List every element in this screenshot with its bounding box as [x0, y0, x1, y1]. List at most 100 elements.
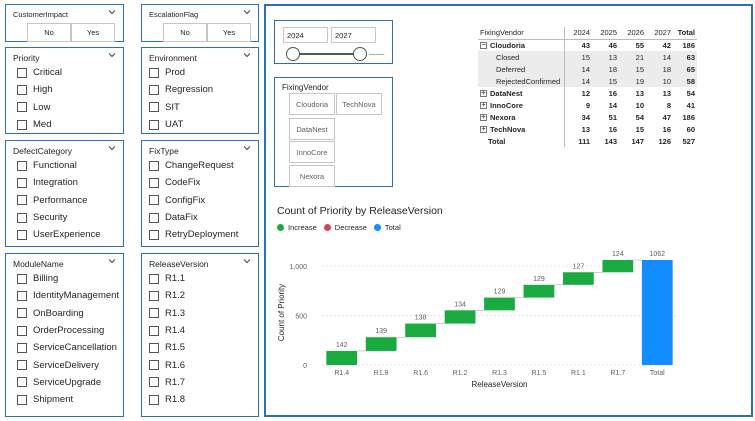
slicer-item[interactable]: Performance — [17, 192, 101, 209]
checkbox[interactable] — [149, 119, 159, 130]
checkbox[interactable] — [17, 273, 27, 284]
checkbox[interactable] — [149, 229, 159, 240]
chevron-down-icon[interactable] — [243, 257, 251, 265]
vendor-option-nexora[interactable]: Nexora — [289, 165, 335, 187]
chevron-down-icon[interactable] — [243, 144, 251, 152]
checkbox[interactable] — [149, 342, 159, 353]
slicer-item[interactable]: ServiceUpgrade — [17, 374, 119, 391]
vendor-option-technova[interactable]: TechNova — [336, 93, 382, 115]
expand-icon[interactable]: + — [480, 101, 487, 109]
checkbox[interactable] — [17, 195, 27, 206]
checkbox[interactable] — [17, 212, 27, 223]
slicer-item[interactable]: R1.3 — [149, 305, 185, 322]
start-year-input[interactable]: 2024 — [283, 27, 328, 43]
slicer-item[interactable]: R1.2 — [149, 287, 185, 304]
table-row[interactable]: + TechNova 13 16 15 16 60 — [478, 123, 697, 135]
slicer-item[interactable]: ConfigFix — [149, 192, 238, 209]
slicer-item[interactable]: CodeFix — [149, 174, 238, 191]
checkbox[interactable] — [17, 84, 27, 95]
slider-start-handle[interactable] — [286, 47, 300, 61]
slider-track[interactable] — [293, 53, 363, 55]
checkbox[interactable] — [17, 102, 27, 113]
slicer-item[interactable]: Med — [17, 116, 62, 133]
chevron-down-icon[interactable] — [243, 8, 251, 16]
checkbox[interactable] — [149, 177, 159, 188]
checkbox[interactable] — [17, 177, 27, 188]
checkbox[interactable] — [17, 308, 27, 319]
slicer-item[interactable]: SIT — [149, 99, 213, 116]
slicer-item[interactable]: Prod — [149, 64, 213, 81]
slicer-item[interactable]: IdentityManagement — [17, 287, 119, 304]
slicer-item[interactable]: RetryDeployment — [149, 226, 238, 243]
slicer-item[interactable]: High — [17, 81, 62, 98]
slicer-item[interactable]: R1.4 — [149, 322, 185, 339]
slicer-item[interactable]: ServiceDelivery — [17, 356, 119, 373]
checkbox[interactable] — [17, 290, 27, 301]
slicer-item[interactable]: Shipment — [17, 391, 119, 408]
slicer-item[interactable]: R1.5 — [149, 339, 185, 356]
chevron-down-icon[interactable] — [108, 51, 116, 59]
chevron-down-icon[interactable] — [108, 144, 116, 152]
expand-icon[interactable]: + — [480, 113, 487, 121]
slicer-item[interactable]: Low — [17, 99, 62, 116]
checkbox[interactable] — [17, 67, 27, 78]
checkbox[interactable] — [17, 119, 27, 130]
checkbox[interactable] — [17, 394, 27, 405]
slicer-item[interactable]: UserExperience — [17, 226, 101, 243]
checkbox[interactable] — [149, 84, 159, 95]
checkbox[interactable] — [149, 195, 159, 206]
vendor-option-datanest[interactable]: DataNest — [289, 118, 335, 140]
checkbox[interactable] — [17, 377, 27, 388]
slicer-item[interactable]: R1.7 — [149, 374, 185, 391]
checkbox[interactable] — [149, 67, 159, 78]
slicer-item[interactable]: R1.6 — [149, 356, 185, 373]
checkbox[interactable] — [149, 377, 159, 388]
slider-end-handle[interactable] — [353, 47, 367, 61]
chevron-down-icon[interactable] — [243, 51, 251, 59]
slicer-item[interactable]: OnBoarding — [17, 305, 119, 322]
table-row[interactable]: + InnoCore 9 14 10 8 41 — [478, 99, 697, 111]
collapse-icon[interactable]: − — [480, 41, 487, 49]
option-yes[interactable]: Yes — [207, 23, 251, 42]
slicer-item[interactable]: Integration — [17, 174, 101, 191]
slicer-item[interactable]: DataFix — [149, 209, 238, 226]
checkbox[interactable] — [149, 394, 159, 405]
slicer-item[interactable]: UAT — [149, 116, 213, 133]
slicer-item[interactable]: Security — [17, 209, 101, 226]
checkbox[interactable] — [149, 160, 159, 171]
vendor-option-cloudoria[interactable]: Cloudoria — [289, 93, 335, 115]
checkbox[interactable] — [149, 325, 159, 336]
slicer-item[interactable]: ServiceCancellation — [17, 339, 119, 356]
checkbox[interactable] — [17, 160, 27, 171]
chevron-down-icon[interactable] — [108, 8, 116, 16]
option-no[interactable]: No — [163, 23, 207, 42]
expand-icon[interactable]: + — [480, 89, 487, 97]
checkbox[interactable] — [17, 229, 27, 240]
table-row[interactable]: RejectedConfirmed 14 15 19 10 58 — [478, 75, 697, 87]
vendor-option-innocore[interactable]: InnoCore — [289, 141, 335, 163]
checkbox[interactable] — [149, 273, 159, 284]
chevron-down-icon[interactable] — [108, 257, 116, 265]
slicer-item[interactable]: Regression — [149, 81, 213, 98]
checkbox[interactable] — [149, 102, 159, 113]
slicer-item[interactable]: Functional — [17, 157, 101, 174]
checkbox[interactable] — [149, 212, 159, 223]
slicer-item[interactable]: ChangeRequest — [149, 157, 238, 174]
checkbox[interactable] — [149, 308, 159, 319]
option-yes[interactable]: Yes — [71, 23, 115, 42]
table-row[interactable]: + DataNest 12 16 13 13 54 — [478, 87, 697, 99]
slicer-item[interactable]: Billing — [17, 270, 119, 287]
checkbox[interactable] — [17, 342, 27, 353]
table-row[interactable]: + Nexora 34 51 54 47 186 — [478, 111, 697, 123]
end-year-input[interactable]: 2027 — [331, 27, 376, 43]
table-row[interactable]: Deferred 14 18 15 18 65 — [478, 63, 697, 75]
expand-icon[interactable]: + — [480, 125, 487, 133]
option-no[interactable]: No — [27, 23, 71, 42]
slicer-item[interactable]: OrderProcessing — [17, 322, 119, 339]
checkbox[interactable] — [149, 290, 159, 301]
slicer-item[interactable]: R1.1 — [149, 270, 185, 287]
table-row[interactable]: Closed 15 13 21 14 63 — [478, 51, 697, 63]
checkbox[interactable] — [17, 325, 27, 336]
slicer-item[interactable]: R1.8 — [149, 391, 185, 408]
checkbox[interactable] — [17, 360, 27, 371]
